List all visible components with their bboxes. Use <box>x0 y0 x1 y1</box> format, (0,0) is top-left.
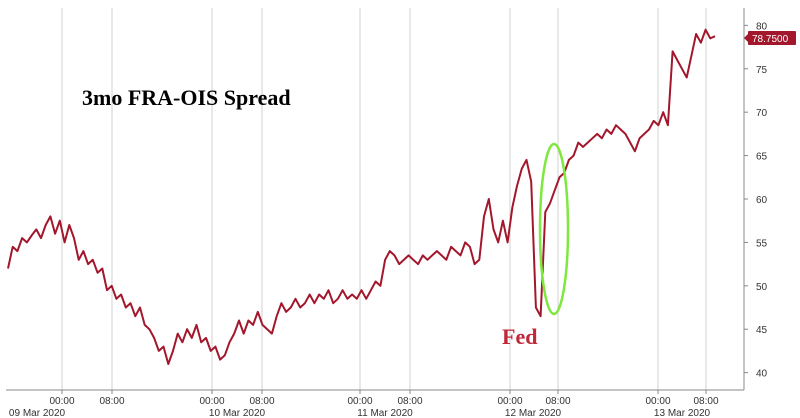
x-tick-time-label: 08:00 <box>397 396 422 407</box>
x-tick-time-label: 00:00 <box>347 396 372 407</box>
y-tick-label: 75 <box>756 65 768 76</box>
y-tick-label: 60 <box>756 195 768 206</box>
y-tick-label: 80 <box>756 21 768 32</box>
x-tick-date-label: 13 Mar 2020 <box>654 408 711 418</box>
chart-title: 3mo FRA-OIS Spread <box>82 85 291 110</box>
x-tick-date-label: 12 Mar 2020 <box>505 408 562 418</box>
y-tick-label: 55 <box>756 238 768 249</box>
y-tick-label: 65 <box>756 152 768 163</box>
x-tick-date-label: 10 Mar 2020 <box>209 408 266 418</box>
x-tick-time-label: 08:00 <box>693 396 718 407</box>
y-tick-label: 70 <box>756 108 768 119</box>
x-axis: 00:00 08:00 00:00 08:00 00:00 08:00 00:00 08:00… <box>6 389 744 418</box>
grid-lines <box>61 8 707 390</box>
spread-line <box>7 28 716 365</box>
y-tick-label: 45 <box>756 325 768 336</box>
fed-highlight-ellipse <box>538 142 570 316</box>
fed-annotation: Fed <box>502 324 537 349</box>
x-tick-time-label: 00:00 <box>49 396 74 407</box>
x-tick-time-label: 00:00 <box>199 396 224 407</box>
x-tick-time-label: 00:00 <box>645 396 670 407</box>
x-tick-time-label: 00:00 <box>497 396 522 407</box>
last-value-box <box>748 31 796 45</box>
x-tick-time-label: 08:00 <box>99 396 124 407</box>
y-tick-label: 40 <box>756 369 768 380</box>
last-value-label: 78.7500 <box>752 34 789 45</box>
x-tick-date-label: 09 Mar 2020 <box>9 408 66 418</box>
x-tick-time-label: 08:00 <box>249 396 274 407</box>
last-value-pointer <box>744 34 748 42</box>
y-tick-label: 50 <box>756 282 768 293</box>
x-tick-date-label: 11 Mar 2020 <box>357 408 413 418</box>
y-axis: 40 45 50 55 60 65 70 75 80 <box>743 8 768 390</box>
last-value-tag: 78.7500 <box>744 31 796 45</box>
x-tick-time-label: 08:00 <box>545 396 570 407</box>
